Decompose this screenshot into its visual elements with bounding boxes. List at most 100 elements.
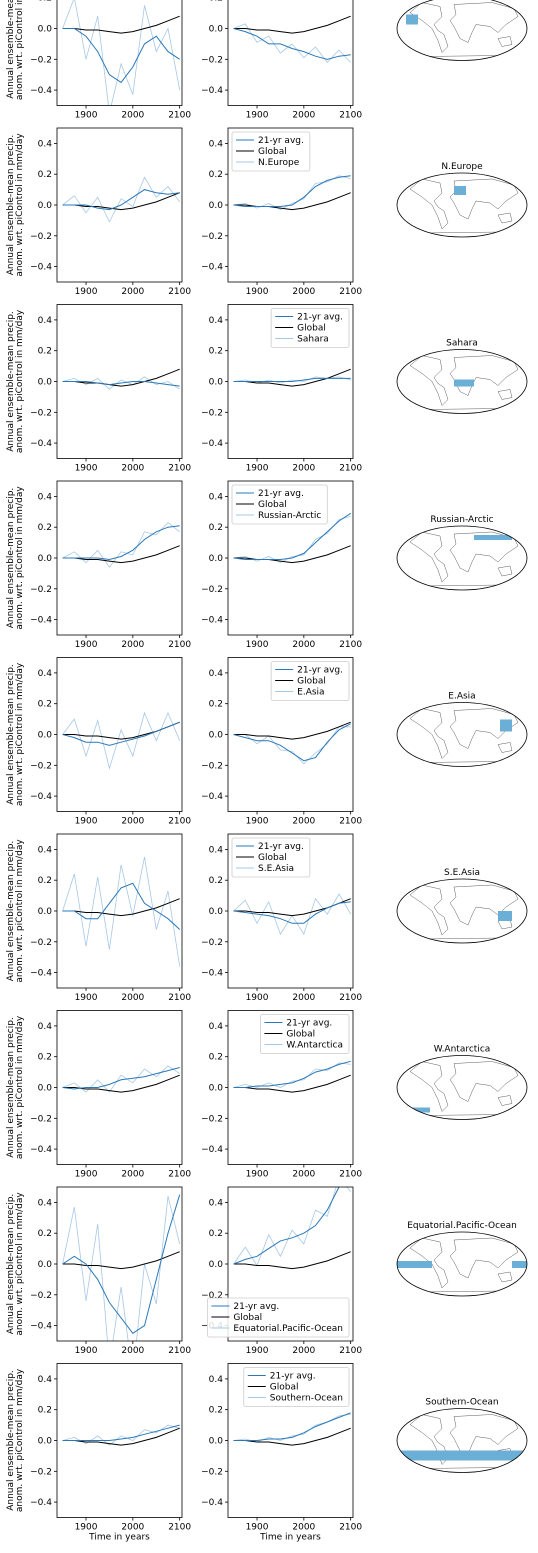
x-tick-label: 2100 (168, 640, 191, 650)
y-tick-label: 0.4 (209, 845, 224, 855)
series-line (62, 368, 180, 387)
legend-box (206, 1297, 350, 1338)
y-tick-label: 0.2 (209, 700, 223, 710)
series-line (62, 15, 180, 34)
series-line (62, 192, 180, 211)
x-tick-label: 1900 (75, 464, 98, 474)
x-tick-label: 1900 (75, 640, 98, 650)
y-axis-label: anom. wrt. piControl in mm/day (15, 0, 25, 100)
y-tick-label: 0.4 (38, 845, 53, 855)
series-line (62, 711, 181, 770)
map-land (409, 2, 519, 61)
series-line (233, 1427, 351, 1446)
series-line (62, 1074, 180, 1093)
plot (62, 857, 181, 967)
plot (233, 512, 351, 564)
y-tick-label: −0.2 (201, 1291, 223, 1301)
plot (233, 175, 351, 211)
y-tick-label: −0.2 (201, 232, 223, 242)
series-line (233, 1060, 351, 1088)
map-region (400, 1450, 524, 1461)
y-tick-label: 0.4 (38, 139, 53, 149)
legend-label: 21-yr avg. (270, 1372, 316, 1382)
plot (62, 522, 180, 568)
y-tick-label: 0.0 (38, 1084, 53, 1094)
y-tick-label: 0.0 (209, 1260, 224, 1270)
map-outline (396, 702, 528, 767)
legend-label: Equatorial.Pacific-Ocean (233, 1324, 343, 1334)
y-tick-label: 0.2 (209, 1406, 223, 1416)
x-tick-label: 2100 (339, 640, 362, 650)
y-tick-label: −0.4 (30, 263, 52, 273)
x-tick-label: 1900 (75, 1523, 98, 1533)
series-line (233, 15, 351, 34)
legend-label: S.E.Asia (258, 864, 294, 874)
y-tick-label: −0.4 (201, 792, 223, 802)
y-tick-label: −0.4 (30, 969, 52, 979)
y-tick-label: −0.4 (201, 263, 223, 273)
map (397, 526, 527, 590)
y-tick-label: −0.4 (30, 439, 52, 449)
x-tick-label: 2000 (121, 464, 144, 474)
y-tick-label: 0.0 (209, 1084, 224, 1094)
y-tick-label: 0.2 (38, 876, 52, 886)
map-region (454, 186, 466, 195)
series-line (62, 721, 180, 746)
y-tick-label: 0.4 (38, 1198, 53, 1208)
series-line (62, 1196, 181, 1341)
series-line (62, 1251, 180, 1270)
series-line (62, 0, 181, 106)
plot (62, 1065, 180, 1093)
x-tick-label: 2100 (339, 464, 362, 474)
series-line (62, 1424, 180, 1441)
y-tick-label: −0.2 (30, 55, 52, 65)
y-tick-label: 0.0 (209, 1437, 224, 1447)
x-tick-label: 2100 (339, 111, 362, 121)
y-axis-label: Annual ensemble-mean precip. (6, 664, 16, 805)
y-tick-label: 0.4 (38, 1022, 53, 1032)
x-tick-label: 2000 (292, 1170, 315, 1180)
y-tick-label: 0.2 (38, 0, 52, 4)
legend-label: Global (258, 500, 287, 510)
map-bg (397, 1408, 527, 1473)
y-axis-label: anom. wrt. piControl in mm/day (15, 309, 25, 453)
y-tick-label: −0.4 (30, 792, 52, 802)
series-line (62, 898, 180, 917)
y-tick-label: −0.2 (30, 1291, 52, 1301)
y-axis-label: Annual ensemble-mean precip. (6, 841, 16, 982)
series-line (62, 381, 180, 387)
y-tick-label: −0.2 (30, 408, 52, 418)
x-tick-label: 2100 (339, 1346, 362, 1356)
series-line (233, 1187, 352, 1267)
y-tick-label: −0.2 (201, 408, 223, 418)
y-axis-label: Annual ensemble-mean precip. (6, 488, 16, 629)
y-tick-label: −0.4 (30, 1322, 52, 1332)
x-tick-label: 2100 (339, 1523, 362, 1533)
y-tick-label: 0.2 (209, 347, 223, 357)
x-tick-label: 1900 (246, 1170, 269, 1180)
x-tick-label: 2100 (339, 993, 362, 1003)
series-line (62, 1194, 181, 1334)
y-tick-label: 0.2 (38, 1229, 52, 1239)
map-outline (396, 1055, 528, 1120)
map-region (397, 1261, 432, 1268)
legend-label: Global (233, 1313, 262, 1323)
y-axis-label: Annual ensemble-mean precip. (6, 311, 16, 452)
x-tick-label: 2000 (292, 111, 315, 121)
map (397, 1232, 527, 1296)
y-tick-label: −0.2 (30, 761, 52, 771)
series-line (233, 175, 351, 207)
y-tick-label: 0.0 (209, 554, 224, 564)
map-bg (397, 0, 527, 61)
series-line (233, 368, 351, 387)
legend-label: N.Europe (258, 158, 300, 168)
plot (233, 893, 352, 936)
map-region (474, 535, 512, 540)
x-tick-label: 2100 (339, 287, 362, 297)
series-line (233, 726, 351, 765)
y-tick-label: −0.2 (30, 1467, 52, 1477)
x-tick-label: 2100 (168, 1346, 191, 1356)
legend-label: Global (297, 677, 326, 687)
y-tick-label: −0.4 (30, 1145, 52, 1155)
